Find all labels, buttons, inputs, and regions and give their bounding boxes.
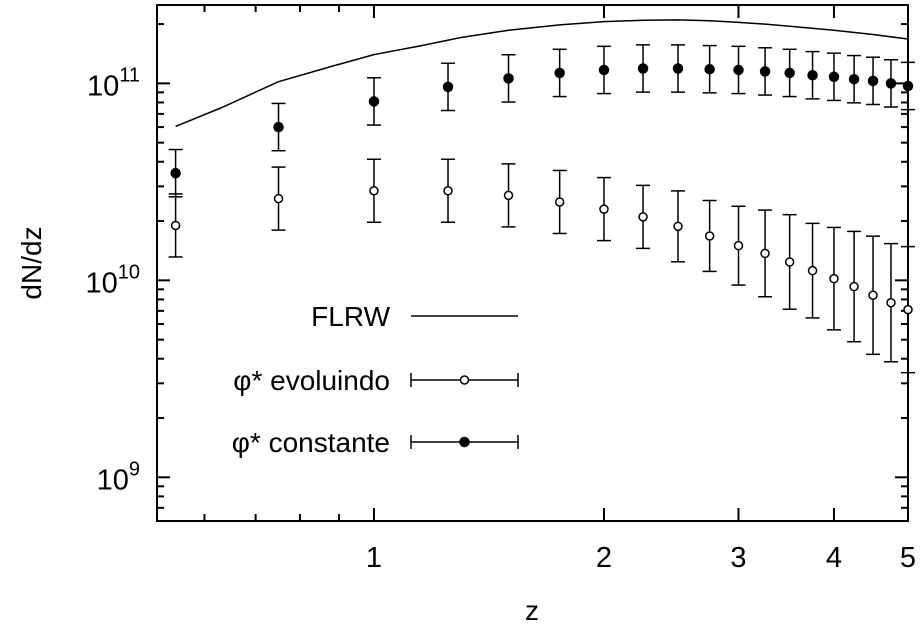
data-point-open (733, 240, 744, 251)
flrw-line (175, 19, 909, 128)
series-layer (168, 19, 915, 374)
data-point-filled (273, 121, 284, 133)
legend-label-symbol: φ* (232, 427, 261, 458)
data-point-open (829, 273, 839, 284)
x-tick-labels: 1 2 3 4 5 (366, 542, 916, 574)
data-point-filled (902, 80, 914, 92)
data-point-filled (733, 64, 744, 76)
data-point-open (554, 197, 565, 207)
data-point-open (369, 186, 379, 196)
y-tick-exponent: 11 (119, 64, 140, 86)
data-point-open (638, 212, 648, 222)
x-tick-label: 2 (596, 542, 612, 574)
data-point-open (868, 290, 878, 301)
x-tick-label: 1 (366, 542, 382, 574)
data-point-filled (598, 64, 610, 76)
legend-label: FLRW (311, 301, 390, 332)
y-tick-base: 10 (85, 267, 117, 299)
y-tick-base: 10 (87, 70, 119, 102)
data-point-open (443, 186, 453, 196)
y-tick-exponent: 10 (118, 261, 140, 283)
legend-label: φ* constante (232, 427, 390, 458)
y-tick-base: 10 (97, 464, 129, 496)
data-point-open (760, 248, 770, 259)
data-point-open (704, 231, 715, 241)
data-point-filled (503, 73, 514, 84)
data-point-open (903, 304, 913, 315)
data-point-filled (759, 66, 771, 77)
data-point-filled (637, 63, 649, 74)
data-point-filled (885, 78, 897, 89)
data-point-open (807, 265, 818, 276)
x-axis-label: z (525, 595, 539, 626)
data-point-filled (867, 75, 879, 87)
y-tick-label: 1011 (87, 64, 140, 102)
data-point-filled (368, 96, 380, 107)
data-point-filled (807, 69, 818, 81)
y-tick-label: 109 (97, 458, 140, 496)
data-point-filled (828, 71, 840, 83)
data-point-open (784, 257, 795, 267)
x-tick-label: 4 (826, 542, 842, 574)
y-tick-label: 1010 (85, 261, 140, 299)
data-point-open (599, 204, 609, 214)
data-point-filled (848, 73, 860, 85)
legend-label-text: evoluindo (262, 365, 390, 396)
legend-marker (459, 375, 470, 385)
series-0 (175, 19, 909, 128)
data-point-open (503, 190, 514, 201)
data-point-open (673, 221, 683, 232)
data-point-filled (784, 67, 795, 79)
data-point-filled (170, 167, 181, 179)
data-point-open (886, 297, 896, 308)
y-axis-label: dN/dz (16, 226, 47, 299)
legend-label: φ* evoluindo (233, 365, 390, 396)
data-point-filled (442, 81, 454, 93)
x-tick-label: 3 (730, 542, 746, 574)
legend-label-text: constante (261, 427, 390, 458)
data-point-open (849, 281, 859, 292)
data-point-filled (704, 63, 715, 75)
data-point-open (170, 220, 181, 231)
data-point-open (273, 193, 284, 204)
legend-marker (459, 436, 470, 448)
data-point-filled (554, 67, 565, 79)
series-1 (168, 158, 915, 374)
data-point-filled (672, 63, 684, 74)
series-2 (168, 44, 915, 198)
y-tick-exponent: 9 (129, 458, 140, 480)
x-tick-label: 5 (900, 542, 916, 574)
legend-label-symbol: φ* (233, 365, 262, 396)
